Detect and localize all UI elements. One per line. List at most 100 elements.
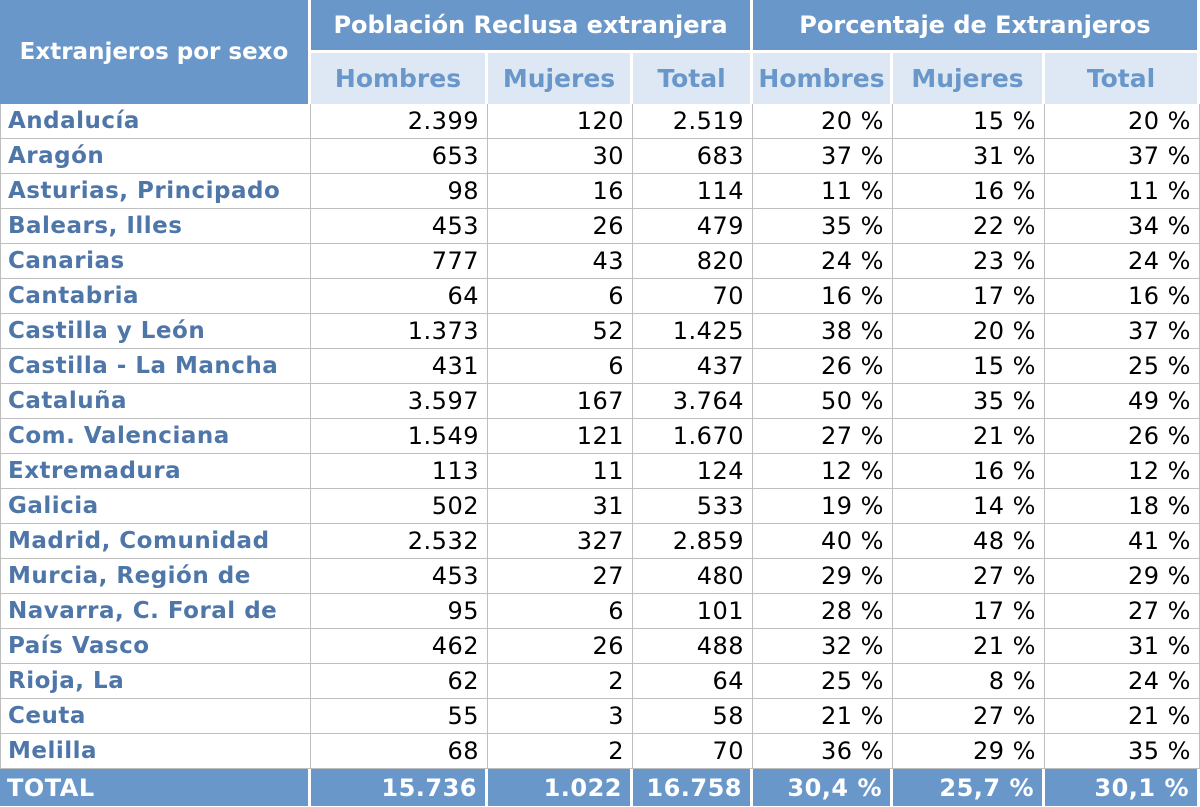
cell-mujeres: 11 [488, 454, 633, 489]
cell-total: 488 [633, 629, 753, 664]
table-row: Galicia 502 31 533 19 % 14 % 18 % [0, 489, 1200, 524]
cell-mujeres: 121 [488, 419, 633, 454]
table-row: Castilla - La Mancha 431 6 437 26 % 15 % 25 % [0, 349, 1200, 384]
cell-total: 820 [633, 244, 753, 279]
cell-pct-hombres: 27 % [753, 419, 893, 454]
region-name: Murcia, Región de [0, 559, 311, 594]
table-row: Extremadura 113 11 124 12 % 16 % 12 % [0, 454, 1200, 489]
region-name: Melilla [0, 734, 311, 769]
region-name: Castilla y León [0, 314, 311, 349]
cell-pct-total: 37 % [1045, 314, 1200, 349]
region-name: Extremadura [0, 454, 311, 489]
cell-pct-mujeres: 27 % [893, 559, 1045, 594]
cell-pct-total: 18 % [1045, 489, 1200, 524]
table-row: Asturias, Principado 98 16 114 11 % 16 % 11 % [0, 174, 1200, 209]
cell-mujeres: 6 [488, 349, 633, 384]
total-row: TOTAL 15.736 1.022 16.758 30,4 % 25,7 % … [0, 769, 1200, 806]
cell-pct-total: 35 % [1045, 734, 1200, 769]
cell-total: 533 [633, 489, 753, 524]
cell-pct-mujeres: 31 % [893, 139, 1045, 174]
table-row: Canarias 777 43 820 24 % 23 % 24 % [0, 244, 1200, 279]
cell-hombres: 55 [311, 699, 488, 734]
region-name: País Vasco [0, 629, 311, 664]
subheader-mujeres: Mujeres [488, 53, 633, 104]
cell-pct-mujeres: 16 % [893, 454, 1045, 489]
region-name: Galicia [0, 489, 311, 524]
subheader-total: Total [633, 53, 753, 104]
cell-pct-hombres: 20 % [753, 104, 893, 139]
total-total: 16.758 [633, 769, 753, 806]
cell-hombres: 2.399 [311, 104, 488, 139]
cell-pct-mujeres: 8 % [893, 664, 1045, 699]
cell-total: 64 [633, 664, 753, 699]
total-pct-mujeres: 25,7 % [893, 769, 1045, 806]
cell-pct-hombres: 40 % [753, 524, 893, 559]
region-name: Navarra, C. Foral de [0, 594, 311, 629]
cell-mujeres: 30 [488, 139, 633, 174]
cell-pct-hombres: 16 % [753, 279, 893, 314]
header-row-sub: Hombres Mujeres Total Hombres Mujeres To… [0, 53, 1200, 104]
cell-pct-hombres: 28 % [753, 594, 893, 629]
cell-hombres: 1.549 [311, 419, 488, 454]
cell-pct-total: 31 % [1045, 629, 1200, 664]
header-group-population: Población Reclusa extranjera [311, 0, 753, 53]
cell-pct-hombres: 24 % [753, 244, 893, 279]
cell-pct-mujeres: 15 % [893, 349, 1045, 384]
region-name: Castilla - La Mancha [0, 349, 311, 384]
cell-mujeres: 43 [488, 244, 633, 279]
cell-hombres: 777 [311, 244, 488, 279]
cell-total: 114 [633, 174, 753, 209]
table-row: Com. Valenciana 1.549 121 1.670 27 % 21 % 26 % [0, 419, 1200, 454]
cell-pct-mujeres: 27 % [893, 699, 1045, 734]
cell-hombres: 3.597 [311, 384, 488, 419]
cell-hombres: 653 [311, 139, 488, 174]
cell-pct-hombres: 26 % [753, 349, 893, 384]
table-row: Murcia, Región de 453 27 480 29 % 27 % 29 % [0, 559, 1200, 594]
table-row: Cantabria 64 6 70 16 % 17 % 16 % [0, 279, 1200, 314]
cell-hombres: 431 [311, 349, 488, 384]
table-row: Madrid, Comunidad 2.532 327 2.859 40 % 48 % 41… [0, 524, 1200, 559]
region-name: Aragón [0, 139, 311, 174]
cell-total: 124 [633, 454, 753, 489]
cell-hombres: 2.532 [311, 524, 488, 559]
region-name: Canarias [0, 244, 311, 279]
region-name: Ceuta [0, 699, 311, 734]
cell-pct-hombres: 25 % [753, 664, 893, 699]
cell-total: 2.859 [633, 524, 753, 559]
cell-pct-mujeres: 29 % [893, 734, 1045, 769]
cell-pct-total: 41 % [1045, 524, 1200, 559]
cell-pct-mujeres: 17 % [893, 279, 1045, 314]
cell-mujeres: 2 [488, 734, 633, 769]
cell-mujeres: 31 [488, 489, 633, 524]
cell-pct-hombres: 36 % [753, 734, 893, 769]
cell-hombres: 453 [311, 209, 488, 244]
table-row: Cataluña 3.597 167 3.764 50 % 35 % 49 % [0, 384, 1200, 419]
cell-pct-mujeres: 20 % [893, 314, 1045, 349]
cell-mujeres: 16 [488, 174, 633, 209]
cell-mujeres: 52 [488, 314, 633, 349]
cell-pct-hombres: 29 % [753, 559, 893, 594]
region-name: Asturias, Principado [0, 174, 311, 209]
cell-hombres: 462 [311, 629, 488, 664]
cell-mujeres: 120 [488, 104, 633, 139]
cell-hombres: 64 [311, 279, 488, 314]
cell-pct-total: 24 % [1045, 664, 1200, 699]
cell-pct-mujeres: 14 % [893, 489, 1045, 524]
cell-hombres: 453 [311, 559, 488, 594]
table-body: Andalucía 2.399 120 2.519 20 % 15 % 20 % Aragón… [0, 104, 1200, 769]
region-name: Cataluña [0, 384, 311, 419]
subheader-pct-mujeres: Mujeres [893, 53, 1045, 104]
region-name: Rioja, La [0, 664, 311, 699]
table-row: Ceuta 55 3 58 21 % 27 % 21 % [0, 699, 1200, 734]
cell-hombres: 502 [311, 489, 488, 524]
cell-total: 1.425 [633, 314, 753, 349]
cell-pct-total: 21 % [1045, 699, 1200, 734]
header-corner: Extranjeros por sexo [0, 0, 311, 104]
cell-total: 437 [633, 349, 753, 384]
cell-pct-mujeres: 17 % [893, 594, 1045, 629]
cell-pct-total: 49 % [1045, 384, 1200, 419]
cell-mujeres: 6 [488, 279, 633, 314]
table-row: Melilla 68 2 70 36 % 29 % 35 % [0, 734, 1200, 769]
cell-pct-total: 27 % [1045, 594, 1200, 629]
cell-total: 479 [633, 209, 753, 244]
